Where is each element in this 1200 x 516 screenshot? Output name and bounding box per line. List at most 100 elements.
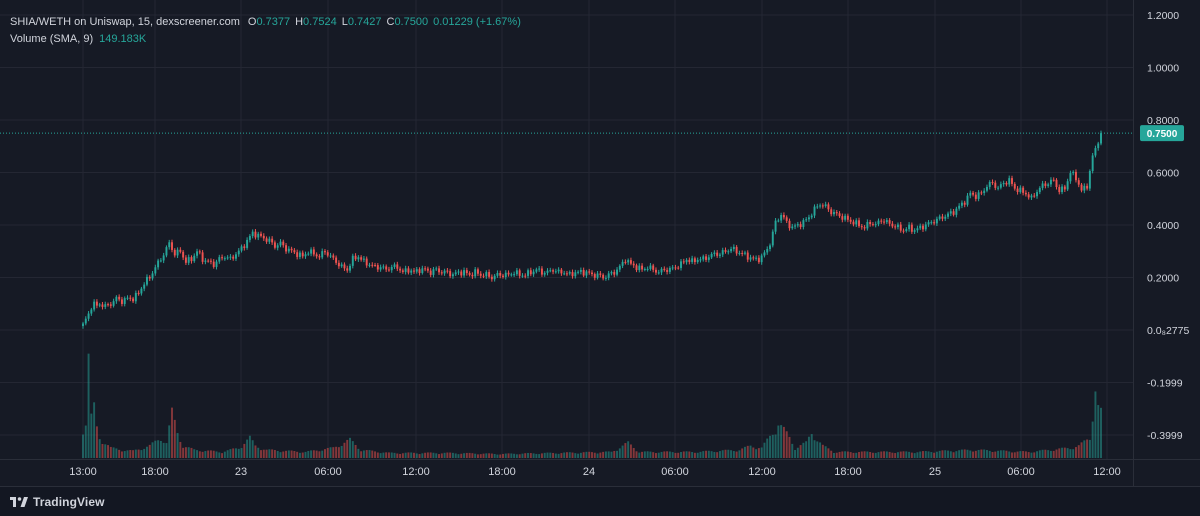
candle-body bbox=[724, 250, 727, 252]
time-tick-label: 24 bbox=[583, 466, 595, 478]
candle-body bbox=[646, 268, 649, 270]
volume-bar bbox=[885, 451, 888, 458]
candle-body bbox=[997, 187, 1000, 189]
volume-bar bbox=[396, 453, 399, 458]
candle-body bbox=[371, 264, 374, 266]
candle-body bbox=[446, 270, 449, 272]
tradingview-logo-text: TradingView bbox=[33, 494, 105, 509]
volume-bar bbox=[810, 434, 813, 458]
volume-bar bbox=[780, 425, 783, 458]
candle-body bbox=[532, 271, 535, 275]
candle-body bbox=[1074, 171, 1077, 181]
volume-bar bbox=[805, 441, 808, 458]
price-axis[interactable]: 1.2000 1.0000 0.8000 0.6000 0.4000 0.2000 0.0₈… bbox=[1140, 10, 1189, 442]
high-value: 0.7524 bbox=[303, 16, 337, 28]
volume-bar bbox=[621, 445, 624, 458]
close-label: C bbox=[386, 16, 395, 28]
volume-bar bbox=[154, 440, 157, 458]
price-tick-label: 0.4000 bbox=[1147, 220, 1179, 232]
candle-body bbox=[988, 182, 991, 187]
candle-body bbox=[685, 259, 688, 263]
volume-bar bbox=[237, 448, 240, 458]
candle-body bbox=[248, 236, 251, 240]
candle-body bbox=[596, 273, 599, 278]
volume-bar bbox=[919, 451, 922, 458]
candle-body bbox=[813, 206, 816, 216]
candle-body bbox=[1030, 195, 1033, 198]
volume-bar bbox=[1074, 447, 1077, 458]
candle-body bbox=[1061, 186, 1064, 193]
volume-bar bbox=[568, 452, 571, 458]
volume-bar bbox=[429, 452, 432, 458]
candle-body bbox=[196, 251, 199, 256]
candle-body bbox=[869, 221, 872, 225]
candle-body bbox=[476, 269, 479, 274]
volume-bar bbox=[82, 434, 84, 458]
volume-bar bbox=[209, 450, 212, 458]
candle-body bbox=[285, 245, 288, 252]
chart-grid bbox=[0, 0, 1200, 486]
volume-bar bbox=[382, 452, 385, 458]
volume-bar bbox=[841, 451, 844, 458]
volume-bar bbox=[387, 452, 390, 458]
candle-body bbox=[271, 238, 274, 243]
candle-body bbox=[226, 257, 229, 259]
volume-bar bbox=[524, 453, 527, 458]
candle-body bbox=[329, 255, 332, 257]
candle-body bbox=[824, 204, 827, 207]
volume-bar bbox=[624, 443, 627, 458]
volume-bar bbox=[696, 452, 699, 458]
volume-bar bbox=[1013, 452, 1016, 458]
candle-body bbox=[833, 212, 835, 215]
volume-bar bbox=[588, 451, 591, 458]
volume-bar bbox=[610, 451, 613, 458]
candle-body bbox=[540, 268, 543, 275]
candle-body bbox=[577, 271, 580, 273]
candle-body bbox=[718, 254, 721, 256]
time-axis[interactable]: 13:00 18:00 23 06:00 12:00 18:00 24 06:00 12:00 1… bbox=[69, 466, 1121, 478]
candle-body bbox=[137, 292, 140, 294]
volume-bar bbox=[604, 451, 607, 458]
candle-body bbox=[499, 272, 502, 276]
candle-body bbox=[1008, 178, 1011, 185]
candle-body bbox=[279, 241, 282, 246]
candle-body bbox=[994, 182, 997, 188]
candle-body bbox=[816, 206, 819, 208]
volume-bar bbox=[290, 450, 293, 458]
candle-body bbox=[157, 260, 160, 268]
candle-body bbox=[293, 250, 296, 253]
volume-bar bbox=[744, 446, 746, 458]
volume-bar bbox=[438, 454, 440, 458]
volume-bar bbox=[591, 452, 593, 458]
volume-bar bbox=[499, 454, 502, 458]
volume-bar bbox=[935, 451, 938, 458]
price-chart[interactable]: 1.2000 1.0000 0.8000 0.6000 0.4000 0.2000 0.0₈… bbox=[0, 0, 1200, 486]
volume-bar bbox=[671, 452, 674, 458]
volume-bar bbox=[807, 436, 810, 458]
volume-bar bbox=[162, 442, 165, 458]
volume-bar bbox=[988, 450, 991, 458]
volume-bar bbox=[771, 434, 774, 458]
volume-bar bbox=[721, 450, 724, 458]
candle-body bbox=[574, 272, 577, 277]
candle-body bbox=[657, 272, 660, 274]
candle-body bbox=[335, 257, 338, 263]
candle-body bbox=[368, 264, 371, 266]
volume-bar bbox=[145, 446, 148, 458]
volume-bar bbox=[446, 452, 449, 458]
candle-body bbox=[346, 268, 349, 271]
volume-bar bbox=[262, 449, 265, 458]
candle-body bbox=[1063, 186, 1066, 190]
candle-body bbox=[132, 298, 135, 302]
volume-bar bbox=[799, 445, 802, 458]
volume-bar bbox=[90, 413, 93, 458]
candle-body bbox=[1011, 178, 1013, 184]
price-tick-label: 0.2000 bbox=[1147, 273, 1179, 285]
volume-bar bbox=[874, 452, 877, 458]
volume-bar bbox=[1077, 445, 1080, 458]
candle-body bbox=[1002, 182, 1005, 185]
volume-bar bbox=[343, 442, 346, 458]
tradingview-logo[interactable]: TradingView bbox=[10, 495, 105, 509]
candle-body bbox=[254, 231, 257, 238]
candle-body bbox=[654, 269, 657, 273]
